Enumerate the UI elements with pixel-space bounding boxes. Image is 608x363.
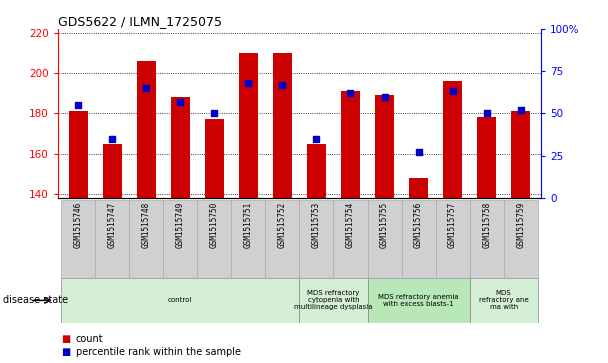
Bar [401, 200, 435, 278]
Bar [95, 200, 130, 278]
Text: disease state: disease state [3, 295, 68, 305]
Text: GDS5622 / ILMN_1725075: GDS5622 / ILMN_1725075 [58, 15, 222, 28]
Point [142, 85, 151, 91]
Bar [375, 95, 394, 198]
Bar [367, 200, 401, 278]
Text: GSM1515756: GSM1515756 [414, 202, 423, 248]
Point [516, 107, 525, 113]
Text: GSM1515759: GSM1515759 [516, 202, 525, 248]
Point [108, 136, 117, 142]
Text: GSM1515749: GSM1515749 [176, 202, 185, 248]
Bar [130, 200, 164, 278]
Point [210, 110, 219, 116]
Point [311, 136, 321, 142]
Text: GSM1515753: GSM1515753 [312, 202, 321, 248]
Text: ■: ■ [61, 347, 70, 357]
Bar [69, 111, 88, 198]
Bar [307, 144, 326, 198]
Point [74, 102, 83, 108]
Bar [299, 200, 333, 278]
Bar [61, 200, 95, 278]
Point [345, 90, 355, 96]
Point [176, 99, 185, 105]
Text: GSM1515757: GSM1515757 [448, 202, 457, 248]
Point [447, 89, 457, 94]
Bar [232, 200, 266, 278]
Bar [137, 61, 156, 198]
Bar [477, 118, 496, 198]
Bar [511, 111, 530, 198]
Text: MDS refractory
cytopenia with
multilineage dysplasia: MDS refractory cytopenia with multilinea… [294, 290, 373, 310]
Bar [367, 278, 469, 323]
Text: GSM1515750: GSM1515750 [210, 202, 219, 248]
Bar [503, 200, 537, 278]
Bar [103, 144, 122, 198]
Text: GSM1515751: GSM1515751 [244, 202, 253, 248]
Bar [273, 53, 292, 198]
Bar [266, 200, 299, 278]
Text: GSM1515748: GSM1515748 [142, 202, 151, 248]
Text: GSM1515754: GSM1515754 [346, 202, 355, 248]
Bar [435, 200, 469, 278]
Bar [198, 200, 232, 278]
Bar [205, 119, 224, 198]
Bar [239, 53, 258, 198]
Bar [469, 200, 503, 278]
Text: ■: ■ [61, 334, 70, 344]
Bar [341, 91, 360, 198]
Point [482, 110, 491, 116]
Bar [61, 278, 299, 323]
Bar [171, 97, 190, 198]
Text: GSM1515752: GSM1515752 [278, 202, 287, 248]
Text: count: count [76, 334, 103, 344]
Text: GSM1515755: GSM1515755 [380, 202, 389, 248]
Text: control: control [168, 297, 193, 303]
Text: MDS refractory anemia
with excess blasts-1: MDS refractory anemia with excess blasts… [378, 294, 459, 307]
Point [278, 82, 288, 87]
Point [413, 149, 423, 155]
Bar [409, 178, 428, 198]
Text: GSM1515758: GSM1515758 [482, 202, 491, 248]
Text: GSM1515747: GSM1515747 [108, 202, 117, 248]
Bar [164, 200, 198, 278]
Point [244, 80, 254, 86]
Text: MDS
refractory ane
ma with: MDS refractory ane ma with [479, 290, 528, 310]
Point [379, 94, 389, 99]
Text: percentile rank within the sample: percentile rank within the sample [76, 347, 241, 357]
Bar [333, 200, 367, 278]
Bar [469, 278, 537, 323]
Text: GSM1515746: GSM1515746 [74, 202, 83, 248]
Bar [299, 278, 367, 323]
Bar [443, 81, 462, 198]
